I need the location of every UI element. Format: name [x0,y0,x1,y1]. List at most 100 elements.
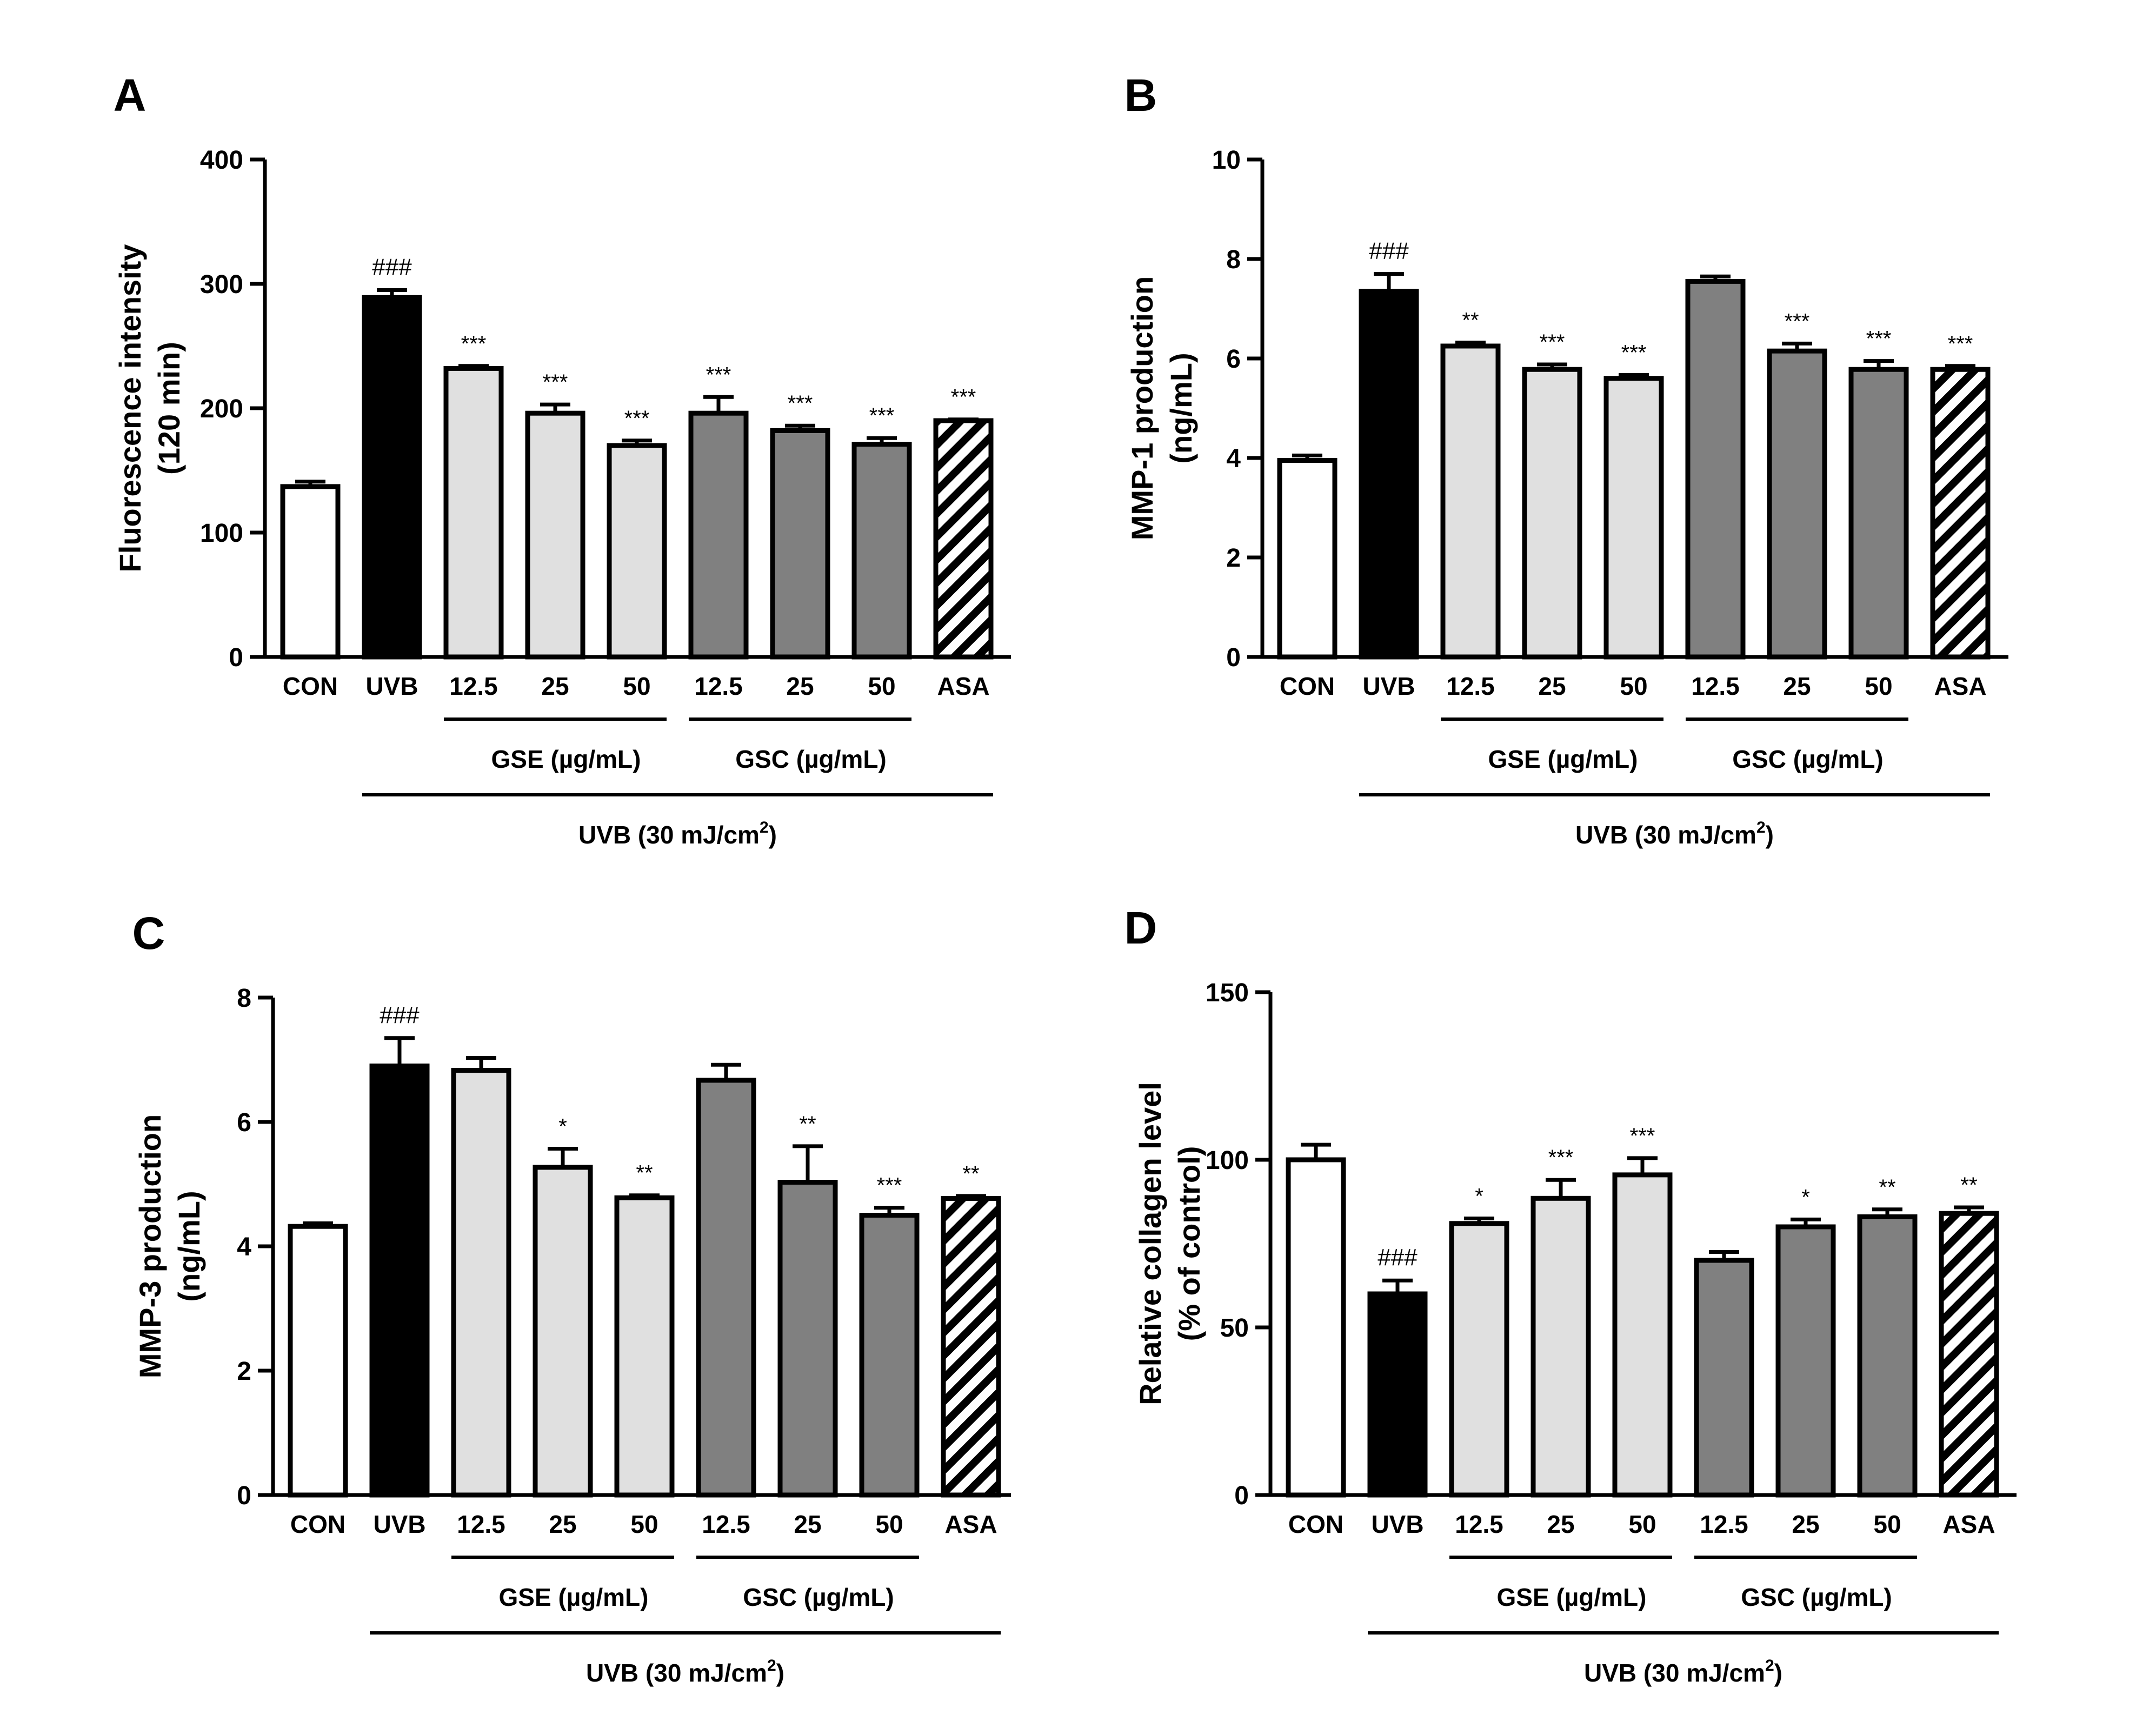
y-tick-label: 0 [237,1481,251,1510]
bar [1767,348,1827,660]
bar [1277,458,1337,660]
significance-label: *** [1785,309,1810,333]
x-tick-label: 50 [630,1510,658,1538]
y-axis-label: Relative collagen level (% of control) [1133,1082,1206,1405]
significance-label: * [1475,1185,1483,1208]
bar [688,410,749,660]
uvb-label-suffix: ) [776,1659,784,1687]
group-label-gsc: GSC (µg/mL) [1732,745,1883,773]
panel-letter: B [1124,70,1157,121]
x-tick-label: ASA [937,672,989,700]
group-label-gsc: GSC (µg/mL) [743,1583,894,1611]
significance-label: *** [461,332,487,356]
x-tick-label: 50 [1628,1510,1656,1538]
bar [362,295,422,660]
significance-label: *** [706,363,731,387]
uvb-label-suffix: ) [769,821,777,849]
x-tick-label: 50 [1865,672,1892,700]
y-tick-label: 2 [1226,544,1241,573]
x-tick-label: UVB [373,1510,425,1538]
group-label-gsc: GSC (µg/mL) [1741,1583,1892,1611]
uvb-label-prefix: UVB (30 mJ/cm [578,821,760,849]
group-label-uvb: UVB (30 mJ/cm2) [1584,1657,1782,1687]
uvb-label-prefix: UVB (30 mJ/cm [1575,821,1756,849]
x-tick-label: 25 [786,672,814,700]
significance-label: ### [380,1002,420,1028]
y-tick-label: 50 [1220,1314,1249,1343]
x-tick-label: UVB [1371,1510,1423,1538]
bar [1522,367,1582,660]
y-tick-label: 10 [1212,146,1241,175]
bar [1848,367,1909,660]
x-tick-label: CON [290,1510,345,1538]
x-tick-label: ASA [1942,1510,1995,1538]
x-tick-label: UVB [365,672,418,700]
uvb-label-prefix: UVB (30 mJ/cm [586,1659,767,1687]
bar [614,1195,675,1498]
panel-letter: D [1124,902,1157,953]
y-tick-label: 400 [200,146,243,175]
bar [859,1213,920,1498]
bar [777,1180,838,1498]
significance-label: ### [1369,238,1409,264]
x-tick-label: 50 [868,672,895,700]
x-tick-label: 25 [1547,1510,1574,1538]
group-label-uvb: UVB (30 mJ/cm2) [578,819,777,849]
bar [1531,1195,1591,1498]
uvb-label-prefix: UVB (30 mJ/cm [1584,1659,1765,1687]
x-tick-label: 12.5 [449,672,498,700]
chart-panel-C: C 0 2 4 6 8 MMP-3 production (ng/mL) CON ### UVB 12… [132,908,1011,1687]
x-tick-label: CON [1280,672,1335,700]
x-tick-label: 25 [1783,672,1811,700]
y-tick-label: 150 [1206,979,1249,1007]
uvb-label-suffix: ) [1774,1659,1782,1687]
x-tick-label: CON [283,672,338,700]
significance-label: ** [636,1161,653,1185]
uvb-label-superscript: 2 [767,1657,776,1675]
x-tick-label: CON [1288,1510,1343,1538]
uvb-label-superscript: 2 [1765,1657,1774,1675]
significance-label: *** [1548,1146,1574,1170]
significance-label: ** [1960,1173,1977,1197]
significance-label: *** [543,370,568,394]
bar [933,418,994,660]
x-tick-label: 25 [549,1510,576,1538]
group-label-gse: GSE (µg/mL) [491,745,641,773]
y-tick-label: 0 [1226,643,1241,672]
bar [1685,278,1746,660]
x-tick-label: 25 [1538,672,1566,700]
significance-label: ### [1378,1244,1418,1271]
group-label-gse: GSE (µg/mL) [1497,1583,1647,1611]
x-tick-label: 50 [1620,672,1647,700]
x-tick-label: 25 [794,1510,821,1538]
y-tick-label: 6 [237,1108,251,1137]
y-tick-label: 100 [1206,1146,1249,1175]
y-axis-label-line: (120 min) [152,342,186,475]
bar [1367,1291,1428,1498]
x-tick-label: 12.5 [702,1510,750,1538]
x-tick-label: 12.5 [694,672,743,700]
x-tick-label: 12.5 [1691,672,1740,700]
x-tick-label: 50 [1873,1510,1901,1538]
panel-letter: A [114,70,147,121]
bar [1857,1214,1918,1498]
bar [696,1078,756,1498]
significance-label: *** [1948,332,1973,356]
bar [1694,1258,1754,1498]
bar [451,1068,511,1498]
bar [1775,1224,1836,1498]
bar [851,442,912,660]
significance-label: * [1801,1185,1810,1209]
y-axis-label-line: (% of control) [1172,1146,1206,1341]
y-axis-label-line: Relative collagen level [1133,1082,1167,1405]
chart-panel-B: B 0 2 4 6 8 10 MMP-1 production (ng/mL) CON ### UVB… [1124,70,2008,849]
significance-label: *** [624,407,650,430]
y-tick-label: 8 [1226,245,1241,274]
significance-label: ** [1879,1175,1895,1199]
chart-panel-A: A 0 100 200 300 400 Fluorescence intensity (120… [113,70,1011,849]
y-tick-label: 4 [1226,444,1241,473]
significance-label: *** [1630,1124,1655,1148]
x-tick-label: 50 [875,1510,903,1538]
